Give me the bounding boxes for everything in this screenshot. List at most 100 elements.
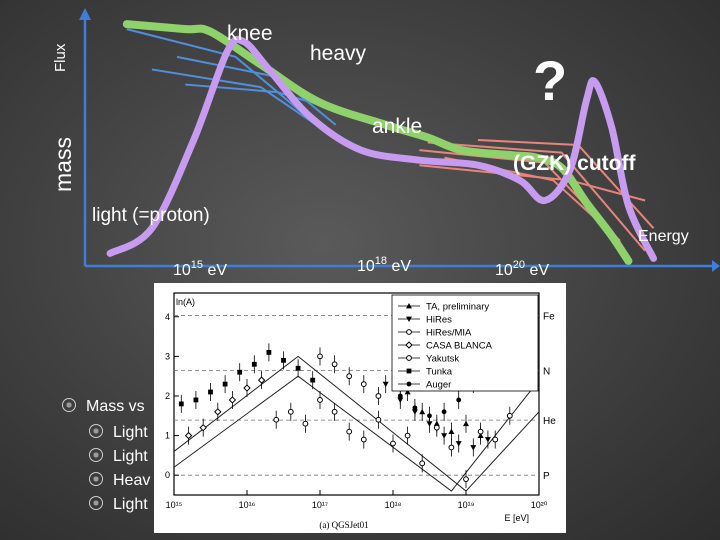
element-label: He: [543, 416, 556, 427]
marker-triangle-up: [406, 303, 412, 309]
mass-axis-label: mass: [50, 137, 76, 192]
marker-circle-open: [404, 432, 411, 439]
marker-triangle-down: [406, 316, 412, 322]
marker-diamond: [214, 408, 222, 416]
marker-circle-open: [346, 373, 353, 380]
element-label: Fe: [543, 312, 555, 323]
marker-diamond: [184, 431, 193, 440]
x-tick-label: 10¹⁶: [239, 500, 256, 510]
marker-circle-filled: [441, 409, 447, 415]
marker-circle-open: [375, 416, 382, 423]
y-tick-label: 4: [165, 312, 170, 322]
series-group: [184, 371, 266, 445]
marker-square: [222, 381, 228, 387]
plot-frame: [173, 292, 540, 496]
element-label: N: [543, 367, 550, 378]
knee-label: knee: [227, 22, 273, 45]
energy-tick-1e20: 1020 eV: [495, 259, 550, 279]
marker-circle-open: [419, 460, 426, 467]
y-tick-label: 2: [165, 391, 170, 401]
bullet-text: Light: [113, 424, 148, 441]
ankle-flux-line: [427, 141, 646, 252]
marker-diamond: [257, 376, 266, 384]
bullet-text: Light: [113, 496, 148, 513]
bullet-icon: [89, 424, 103, 438]
sketch-y-arrow: [79, 8, 91, 20]
x-tick-label: 10¹⁵: [166, 500, 183, 510]
marker-triangle-down: [455, 441, 462, 447]
marker-triangle-up: [463, 420, 469, 427]
marker-square: [406, 368, 412, 374]
bullet-icon: [89, 472, 103, 486]
y-tick-label: 0: [165, 470, 170, 480]
x-tick-label: 10¹⁷: [312, 500, 328, 510]
marker-triangle-down: [441, 433, 448, 439]
marker-triangle-down: [484, 437, 491, 443]
marker-circle-open: [477, 428, 484, 435]
series-group: [178, 343, 316, 413]
marker-circle-open: [433, 424, 440, 431]
y-tick-label: 1: [165, 431, 170, 441]
marker-circle-open: [317, 397, 323, 403]
sub-bullet: Heav: [89, 472, 150, 490]
marker-diamond: [405, 341, 413, 349]
legend-entry: HiRes: [426, 315, 452, 326]
marker-circle-open: [406, 355, 412, 361]
marker-triangle-up: [419, 408, 426, 415]
series-group: [273, 390, 513, 489]
model-trend-line: [173, 355, 540, 492]
marker-square: [310, 377, 316, 383]
marker-triangle-down: [382, 381, 389, 388]
legend-entry: Tunka: [426, 367, 453, 378]
marker-circle-open: [390, 440, 396, 447]
bullet-icon: [89, 448, 103, 462]
sub-bullet: Light: [89, 424, 148, 442]
marker-circle-filled: [427, 413, 432, 419]
marker-circle-open: [302, 420, 309, 427]
heavy-label: heavy: [310, 42, 367, 65]
marker-circle-open: [360, 436, 367, 443]
model-trend-line: [173, 375, 540, 492]
marker-triangle-up: [404, 389, 411, 395]
bullet-text: Heav: [113, 472, 151, 489]
legend: TA, preliminary HiRes HiRes/MIA CASA BLANCA…: [391, 294, 539, 392]
energy-axis-label: Energy: [638, 228, 689, 245]
knee-flux-line: [151, 68, 329, 134]
gzk-cutoff-label: (GZK) cutoff: [513, 152, 636, 175]
marker-square: [251, 361, 257, 367]
light-proton-label: light (=proton): [92, 205, 210, 226]
marker-circle-open: [317, 353, 323, 360]
sub-bullet: Light: [89, 496, 148, 514]
legend-box: [391, 294, 539, 392]
marker-circle-open: [287, 408, 294, 415]
bullet-icon: [89, 496, 103, 510]
marker-circle-open: [360, 381, 367, 387]
question-mark: ?: [533, 49, 568, 112]
marker-square: [281, 357, 286, 363]
marker-square: [295, 365, 301, 371]
marker-circle-filled: [456, 397, 462, 403]
marker-circle-open: [346, 428, 353, 435]
marker-square: [237, 369, 243, 375]
marker-square: [178, 401, 184, 407]
knee-flux-line: [126, 28, 312, 121]
marker-diamond: [199, 423, 207, 432]
legend-entry: Yakutsk: [426, 354, 459, 365]
x-axis-label: E [eV]: [504, 513, 529, 523]
bullet-main: Mass vs: [62, 398, 145, 416]
legend-entry: CASA BLANCA: [426, 341, 493, 352]
marker-square: [193, 397, 199, 403]
marker-diamond: [243, 384, 251, 392]
bullet-text: Mass vs: [86, 398, 145, 415]
x-tick-label: 10²⁰: [531, 500, 548, 510]
legend-entry: HiRes/MIA: [426, 328, 472, 339]
y-tick-label: 3: [165, 351, 170, 361]
marker-diamond: [228, 396, 237, 404]
ankle-label: ankle: [372, 115, 423, 138]
energy-tick-1e15: 1015 eV: [173, 259, 228, 279]
element-label: P: [543, 471, 550, 482]
marker-circle-open: [375, 393, 382, 399]
flux-axis-label: Flux: [52, 43, 69, 72]
mass-curve: [106, 35, 657, 262]
